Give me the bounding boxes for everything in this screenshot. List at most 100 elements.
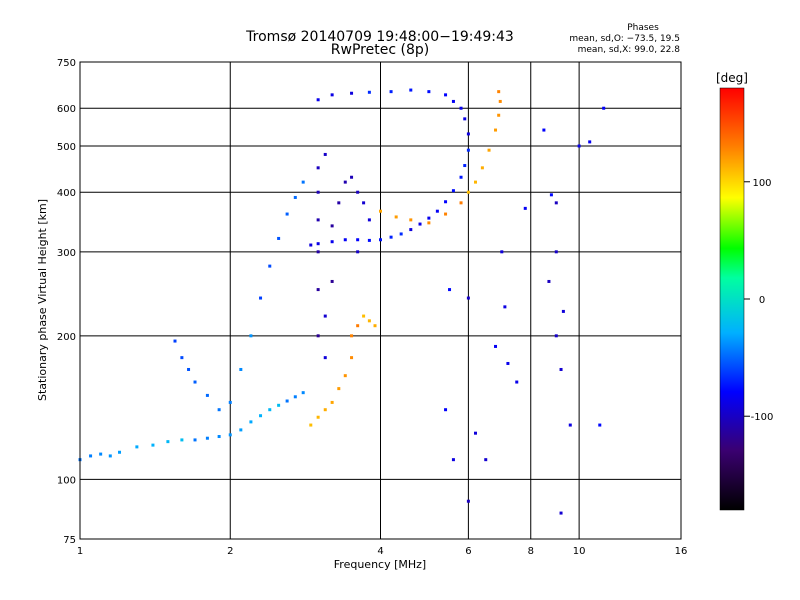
data-point-sparse	[588, 140, 592, 144]
data-point-scattered	[285, 212, 289, 216]
data-point-x-mode	[362, 314, 366, 318]
data-point-dense-vertical	[323, 356, 327, 360]
x-tick-label: 1	[77, 546, 83, 557]
data-point-scattered	[228, 400, 232, 404]
data-point-dense-vertical	[330, 224, 334, 228]
data-point-upper	[418, 222, 422, 226]
data-point-upper	[389, 90, 393, 94]
colorbar-tick-label: 0	[759, 295, 765, 306]
data-point-x-mode	[316, 415, 320, 419]
data-points	[78, 88, 606, 515]
x-tick-label: 4	[377, 546, 383, 557]
data-point-x-mode	[444, 212, 448, 216]
data-point-dense-vertical	[367, 218, 371, 222]
data-point-sparse	[542, 128, 546, 132]
data-point-dense-vertical	[323, 314, 327, 318]
data-point-sparse	[568, 423, 572, 427]
data-point-sparse	[559, 511, 563, 515]
data-point-upper	[379, 238, 382, 242]
data-point-x-mode	[394, 215, 398, 219]
data-point-upper	[463, 117, 467, 121]
data-point-sparse	[503, 305, 507, 309]
data-point-lower	[301, 391, 305, 395]
data-point-lower	[135, 445, 139, 449]
data-point-sparse	[451, 458, 455, 462]
data-point-sparse	[484, 458, 488, 462]
data-point-dense-vertical	[362, 201, 366, 205]
data-point-sparse	[466, 296, 470, 300]
data-point-upper	[409, 88, 413, 92]
data-point-dense-vertical	[330, 279, 334, 283]
data-point-upper	[451, 99, 455, 103]
data-point-upper	[343, 238, 347, 242]
data-point-x-mode	[373, 324, 377, 328]
data-point-upper	[316, 98, 320, 102]
data-point-lower	[89, 454, 93, 458]
data-point-lower	[99, 452, 103, 456]
data-point-scattered	[173, 339, 177, 343]
data-point-x-mode	[379, 209, 382, 213]
data-point-scattered	[187, 367, 191, 371]
data-point-dense-vertical	[323, 152, 327, 156]
data-point-dense-vertical	[350, 175, 354, 179]
data-point-lower	[180, 438, 184, 442]
x-axis-ticks: 1 2 4 6 8 10 16	[77, 546, 688, 557]
data-point-sparse	[554, 201, 558, 205]
y-tick-label: 200	[57, 332, 76, 343]
data-point-scattered	[259, 296, 263, 300]
data-point-sparse	[559, 367, 563, 371]
colorbar-ticks: 100 0 -100	[744, 178, 773, 423]
data-point-upper	[399, 232, 403, 236]
data-point-x-mode	[337, 387, 341, 391]
data-point-lower	[285, 399, 289, 403]
x-tick-label: 8	[528, 546, 534, 557]
data-point-dense-vertical	[316, 190, 320, 194]
data-point-x-mode	[466, 190, 470, 194]
data-point-scattered	[193, 380, 197, 384]
data-point-upper	[459, 175, 463, 179]
colorbar-label: [deg]	[716, 71, 748, 85]
data-point-upper	[427, 216, 431, 220]
grid-lines	[80, 62, 681, 539]
data-point-scattered	[301, 180, 305, 184]
data-point-upper	[330, 93, 334, 97]
data-point-sparse	[547, 279, 551, 283]
data-point-sparse	[577, 144, 581, 148]
data-point-sparse	[561, 309, 565, 313]
data-point-upper	[309, 243, 313, 247]
data-point-sparse	[523, 206, 527, 210]
y-tick-label: 100	[57, 475, 76, 486]
data-point-dense-vertical	[316, 250, 320, 254]
data-point-sparse	[448, 288, 452, 292]
data-point-x-mode	[350, 356, 354, 360]
data-point-scattered	[293, 195, 297, 199]
data-point-dense-vertical	[316, 334, 320, 338]
data-point-lower	[277, 403, 281, 407]
data-point-x-mode	[427, 221, 431, 225]
y-tick-label: 750	[57, 58, 76, 69]
data-point-sparse	[554, 334, 558, 338]
data-point-sparse	[466, 499, 470, 503]
data-point-upper	[444, 200, 448, 204]
data-point-upper	[435, 209, 439, 213]
data-point-sparse	[473, 431, 477, 435]
data-point-x-mode	[459, 201, 463, 205]
data-point-dense-vertical	[356, 190, 360, 194]
data-point-upper	[466, 132, 470, 136]
data-point-lower	[293, 395, 297, 399]
data-point-x-mode	[497, 113, 501, 117]
data-point-upper	[427, 90, 431, 94]
data-point-x-mode	[494, 128, 498, 132]
data-point-x-mode	[487, 148, 491, 152]
data-point-x-mode	[323, 408, 327, 412]
y-tick-label: 75	[63, 535, 76, 546]
colorbar-tick-label: 100	[752, 178, 771, 189]
x-tick-label: 16	[675, 546, 688, 557]
data-point-scattered	[180, 356, 184, 360]
data-point-x-mode	[356, 324, 360, 328]
data-point-sparse	[506, 361, 510, 365]
phase-box-line1: mean, sd,O: −73.5, 19.5	[569, 34, 680, 44]
colorbar-tick-label: -100	[751, 412, 774, 423]
data-point-upper	[367, 238, 371, 242]
data-point-lower	[151, 443, 155, 447]
